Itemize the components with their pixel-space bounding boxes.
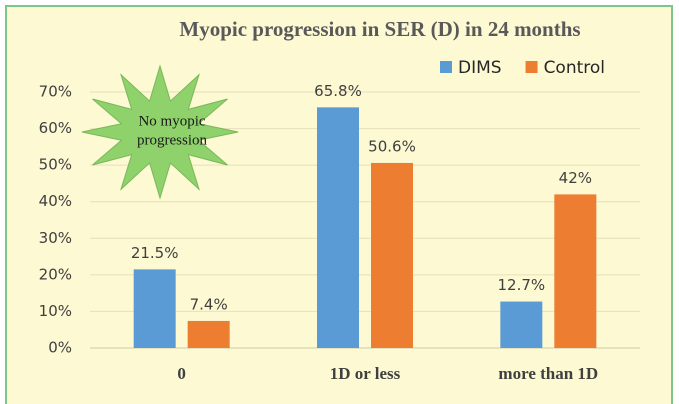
y-tick-label: 70% [39,83,72,101]
legend-swatch [525,61,538,73]
y-tick-label: 10% [39,302,72,320]
chart-title: Myopic progression in SER (D) in 24 mont… [179,17,580,41]
legend-label: DIMS [458,58,502,78]
x-tick-label: 1D or less [330,364,401,383]
y-tick-label: 60% [39,119,72,137]
y-tick-label: 30% [39,229,72,247]
bar [317,107,359,348]
value-label: 7.4% [190,295,228,313]
legend-label: Control [544,58,605,78]
legend-swatch [440,61,452,73]
y-tick-label: 40% [39,192,72,210]
y-tick-label: 0% [48,339,72,357]
value-label: 21.5% [131,244,179,262]
bar [133,269,176,348]
annotation: No myopic [138,113,205,129]
y-tick-label: 50% [39,156,72,174]
value-label: 12.7% [498,276,546,294]
y-tick-label: 20% [39,265,72,283]
x-tick-label: 0 [177,364,186,383]
starburst [81,64,239,200]
value-label: 65.8% [314,82,362,100]
bar [187,320,230,348]
bar [500,301,543,348]
bar [371,162,413,348]
bar [554,194,597,348]
value-label: 42% [559,169,592,187]
value-label: 50.6% [368,137,416,155]
x-tick-label: more than 1D [498,364,598,383]
annotation: progression [137,132,207,148]
